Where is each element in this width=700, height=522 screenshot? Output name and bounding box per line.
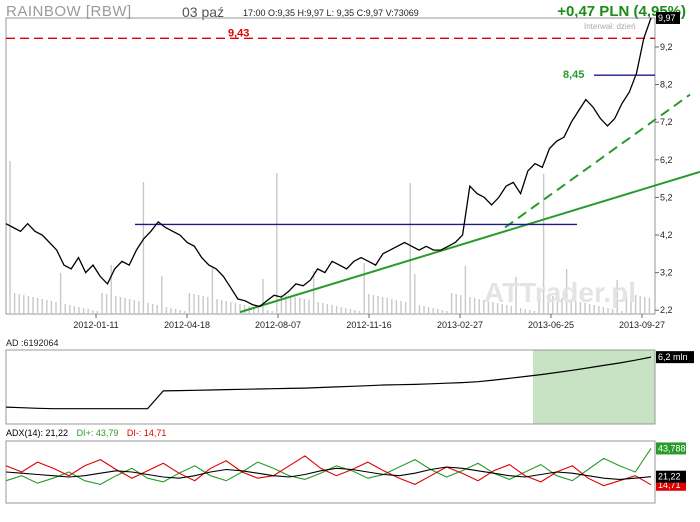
di-minus-line-last-label: 14,71 xyxy=(658,480,681,490)
di-plus-label: DI+: 43,79 xyxy=(76,428,119,438)
price-x-tick-label: 2013-02-27 xyxy=(437,320,483,330)
ticker-title: RAINBOW [RBW] xyxy=(6,3,132,20)
price-y-tick-label: 3,2 xyxy=(660,268,673,278)
ohlc-readout: 17:00 O:9,35 H:9,97 L: 9,35 C:9,97 V:730… xyxy=(243,8,419,18)
ad-last-label: 6,2 mln xyxy=(658,352,688,362)
price-x-tick-label: 2013-06-25 xyxy=(528,320,574,330)
di-minus-line xyxy=(5,455,652,487)
price-x-tick-label: 2012-08-07 xyxy=(255,320,301,330)
watermark: ATTrader.pl xyxy=(484,277,636,308)
di-plus-line xyxy=(5,448,652,485)
adx-line-last-label: 21,22 xyxy=(658,472,681,482)
red-line-label: 9,43 xyxy=(228,27,249,39)
adx-label: ADX(14): 21,22 DI+: 43,79 DI-: 14,71 xyxy=(6,428,172,438)
price-y-tick-label: 4,2 xyxy=(660,230,673,240)
di-plus-line-last-box xyxy=(656,442,686,455)
ad-panel-frame xyxy=(5,349,656,425)
support-trend-line xyxy=(239,170,700,314)
ad-highlight-zone xyxy=(533,350,655,424)
blue-line-label: 8,45 xyxy=(563,69,584,81)
quote-date: 03 paź xyxy=(182,4,225,20)
price-x-tick-label: 2012-04-18 xyxy=(164,320,210,330)
interval-label: Interwał: dzień xyxy=(584,22,636,31)
last-price-label: 9,97 xyxy=(658,13,676,23)
adx-value-label: ADX(14): 21,22 xyxy=(6,428,69,438)
price-panel-frame xyxy=(5,17,656,315)
ad-label: AD :6192064 xyxy=(6,338,59,348)
dashed-trend-line xyxy=(504,93,691,229)
ad-last-box xyxy=(656,351,694,364)
last-price-box xyxy=(656,12,680,24)
price-change: +0,47 PLN (4,95%) xyxy=(557,3,686,20)
price-x-tick-label: 2012-11-16 xyxy=(346,320,391,330)
price-line xyxy=(5,17,652,308)
di-minus-label: DI-: 14,71 xyxy=(126,428,167,438)
price-y-tick-label: 7,2 xyxy=(660,117,673,127)
price-y-tick-label: 2,2 xyxy=(660,305,673,315)
price-y-tick-label: 6,2 xyxy=(660,155,673,165)
price-y-tick-label: 8,2 xyxy=(660,80,673,90)
adx-line xyxy=(5,466,652,480)
price-x-tick-label: 2013-09-27 xyxy=(619,320,665,330)
adx-line-last-box xyxy=(656,470,686,483)
price-y-tick-label: 9,2 xyxy=(660,42,673,52)
price-y-tick-label: 5,2 xyxy=(660,192,673,202)
di-plus-line-last-label: 43,788 xyxy=(658,443,686,453)
ad-line xyxy=(5,356,652,410)
price-x-tick-label: 2012-01-11 xyxy=(73,320,118,330)
